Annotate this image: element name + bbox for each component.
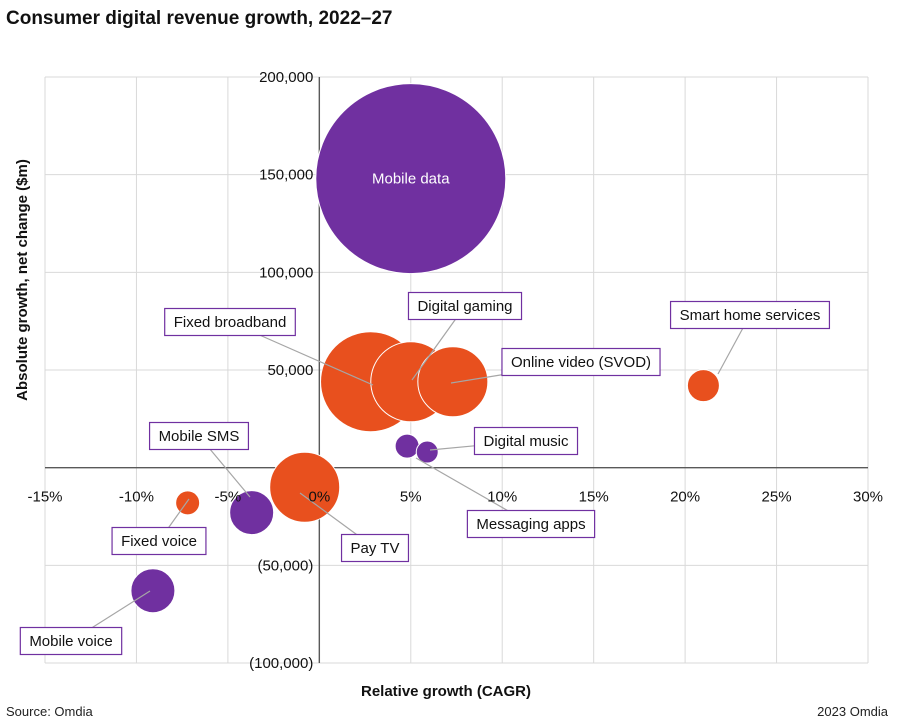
label-box-digital-music [473, 426, 579, 456]
bubble-digital-music [394, 433, 420, 459]
x-tick-label: -10% [119, 489, 154, 506]
leader-lines [92, 319, 744, 629]
data-label-smart-home-services: Smart home services [680, 307, 821, 324]
data-label-fixed-voice: Fixed voice [121, 533, 197, 550]
data-label-digital-gaming: Digital gaming [417, 298, 512, 315]
label-box-mobile-sms [148, 421, 250, 451]
y-tick-label: 100,000 [259, 264, 313, 281]
y-tick-label: (50,000) [257, 557, 313, 574]
y-tick-label: 50,000 [267, 362, 313, 379]
leader-online-video-svod [450, 374, 503, 384]
leader-digital-gaming [411, 319, 456, 381]
x-axis-title: Relative growth (CAGR) [361, 683, 531, 700]
bubble-fixed-voice [175, 490, 201, 516]
tick-labels: -15% -10% -5% 0% 5% 10% 15% 20% 25% 30% (100,000) (… [27, 69, 883, 672]
leader-fixed-voice [168, 498, 190, 528]
data-label-mobile-data: Mobile data [372, 171, 450, 188]
data-label-fixed-broadband: Fixed broadband [174, 314, 287, 331]
leader-pay-tv [299, 492, 357, 535]
bubble-pay-tv [269, 451, 341, 523]
bubbles [130, 83, 720, 614]
data-label-digital-music: Digital music [483, 433, 569, 450]
x-tick-label: 15% [579, 489, 609, 506]
label-box-pay-tv [340, 533, 410, 563]
x-tick-label: -15% [27, 489, 62, 506]
x-tick-label: 25% [762, 489, 792, 506]
data-labels: Mobile data Fixed broadband Digital gaming… [19, 171, 831, 656]
leader-fixed-broadband [260, 334, 374, 386]
credit-note: 2023 Omdia [817, 704, 888, 719]
leader-smart-home-services [717, 328, 744, 375]
label-box-fixed-broadband [164, 307, 296, 337]
x-tick-label: 0% [308, 489, 330, 506]
data-label-messaging-apps: Messaging apps [476, 516, 585, 533]
data-label-mobile-voice: Mobile voice [29, 633, 112, 650]
x-tick-label: 30% [853, 489, 883, 506]
x-tick-label: 5% [400, 489, 422, 506]
leader-mobile-voice [92, 590, 151, 629]
bubble-mobile-sms [229, 490, 275, 536]
bubble-messaging-apps [415, 440, 439, 464]
leader-digital-music [429, 445, 475, 451]
bubble-mobile-voice [130, 568, 176, 614]
x-tick-label: -5% [215, 489, 242, 506]
label-box-messaging-apps [466, 509, 596, 539]
data-label-online-video-svod: Online video (SVOD) [511, 354, 651, 371]
chart-title: Consumer digital revenue growth, 2022–27 [6, 8, 393, 29]
bubble-online-video-svod [417, 346, 489, 418]
y-tick-label: 150,000 [259, 167, 313, 184]
label-box-mobile-voice [19, 626, 123, 656]
x-tick-label: 20% [670, 489, 700, 506]
label-box-fixed-voice [111, 526, 207, 556]
y-tick-label: (100,000) [249, 655, 313, 672]
y-axis-title: Absolute growth, net change ($m) [14, 159, 31, 401]
label-box-online-video-svod [501, 347, 661, 377]
y-tick-label: 200,000 [259, 69, 313, 86]
leader-messaging-apps [415, 457, 508, 512]
data-label-pay-tv: Pay TV [351, 540, 400, 557]
data-label-mobile-sms: Mobile SMS [159, 428, 240, 445]
label-box-digital-gaming [407, 291, 523, 321]
source-note: Source: Omdia [6, 704, 93, 719]
bubble-smart-home-services [686, 369, 720, 403]
label-box-smart-home-services [669, 300, 831, 330]
x-tick-label: 10% [487, 489, 517, 506]
bubble-mobile-data [315, 83, 507, 275]
leader-mobile-sms [209, 449, 251, 498]
